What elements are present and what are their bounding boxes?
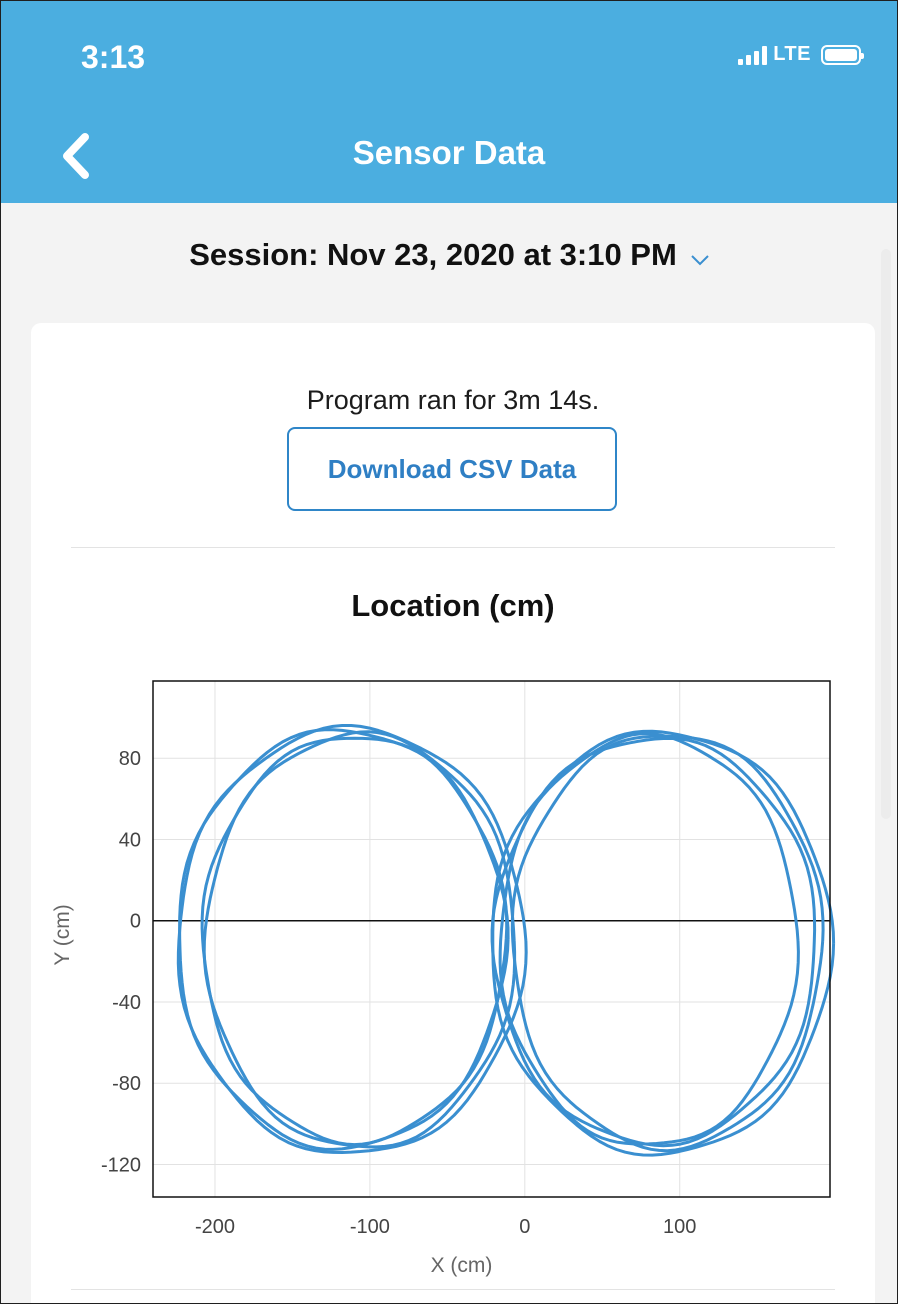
network-label: LTE <box>773 43 811 65</box>
y-tick-label: -120 <box>101 1154 141 1176</box>
x-tick-label: -200 <box>195 1216 235 1238</box>
status-indicators: LTE <box>738 43 864 66</box>
y-axis-label: Y (cm) <box>51 904 74 965</box>
x-axis-label: X (cm) <box>431 1254 493 1277</box>
plot-frame <box>152 680 831 1198</box>
y-tick-label: -40 <box>112 992 141 1014</box>
x-tick-label: -100 <box>350 1216 390 1238</box>
scrollbar[interactable] <box>881 249 891 819</box>
trajectory-loop <box>491 729 836 1157</box>
trajectory-loop <box>510 734 825 1153</box>
trajectory-loop <box>176 724 528 1154</box>
trajectory-loop <box>498 732 800 1146</box>
back-button[interactable] <box>57 131 97 181</box>
session-card: Program ran for 3m 14s. Download CSV Dat… <box>31 323 875 1303</box>
location-chart: -200 -100 0 100 -120 -80 -40 0 40 80 X (cm) Y (cm) <box>51 680 836 1277</box>
run-duration-text: Program ran for 3m 14s. <box>306 385 600 415</box>
download-csv-button[interactable]: Download CSV Data <box>287 427 617 511</box>
battery-icon <box>821 44 864 65</box>
session-label: Session: Nov 23, 2020 at 3:10 PM <box>189 237 677 272</box>
y-tick-label: 0 <box>130 911 141 933</box>
trajectory-loop <box>202 730 517 1149</box>
status-time: 3:13 <box>81 39 146 75</box>
chart-title: Location (cm) <box>351 588 555 623</box>
x-tick-label: 0 <box>519 1216 530 1238</box>
divider <box>71 1289 835 1290</box>
chevron-down-icon <box>689 239 711 275</box>
session-selector[interactable]: Session: Nov 23, 2020 at 3:10 PM <box>1 237 897 275</box>
signal-icon <box>738 45 768 65</box>
chevron-left-icon <box>63 133 89 179</box>
divider <box>71 547 835 548</box>
x-tick-label: 100 <box>663 1216 696 1238</box>
y-tick-label: -80 <box>112 1073 141 1095</box>
y-tick-label: 40 <box>119 829 141 851</box>
y-tick-label: 80 <box>119 748 141 770</box>
header-bar: 3:13 LTE Sensor Data <box>1 1 897 203</box>
page-title: Sensor Data <box>352 134 546 171</box>
